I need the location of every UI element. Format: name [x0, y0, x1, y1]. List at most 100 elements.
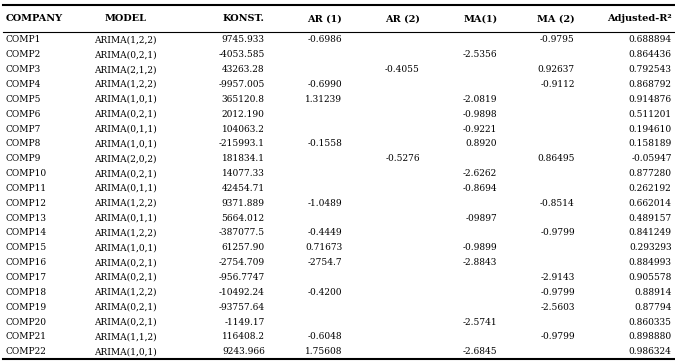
Text: 0.194610: 0.194610	[628, 125, 672, 134]
Text: 0.87794: 0.87794	[634, 303, 672, 312]
Text: -0.4055: -0.4055	[385, 65, 420, 74]
Text: 9243.966: 9243.966	[222, 347, 265, 356]
Text: 0.688894: 0.688894	[628, 35, 672, 44]
Text: AR (1): AR (1)	[308, 14, 342, 23]
Text: MODEL: MODEL	[105, 14, 146, 23]
Text: -2.6262: -2.6262	[463, 169, 497, 178]
Text: 9745.933: 9745.933	[222, 35, 265, 44]
Text: COMP15: COMP15	[5, 243, 47, 252]
Text: COMP18: COMP18	[5, 288, 47, 297]
Text: COMP7: COMP7	[5, 125, 40, 134]
Text: COMP21: COMP21	[5, 332, 47, 342]
Text: 61257.90: 61257.90	[221, 243, 265, 252]
Text: 0.986324: 0.986324	[628, 347, 672, 356]
Text: 0.86495: 0.86495	[537, 154, 575, 163]
Text: -2.6845: -2.6845	[462, 347, 497, 356]
Text: 0.884993: 0.884993	[628, 258, 672, 267]
Text: -2.9143: -2.9143	[541, 273, 575, 282]
Text: -0.6986: -0.6986	[308, 35, 342, 44]
Text: -0.9112: -0.9112	[540, 80, 575, 89]
Text: -0.4200: -0.4200	[308, 288, 342, 297]
Text: ARIMA(1,2,2): ARIMA(1,2,2)	[95, 199, 157, 208]
Text: ARIMA(0,2,1): ARIMA(0,2,1)	[94, 303, 157, 312]
Text: 0.8920: 0.8920	[466, 139, 497, 148]
Text: 0.868792: 0.868792	[628, 80, 672, 89]
Text: -0.4449: -0.4449	[308, 229, 342, 238]
Text: -0.9898: -0.9898	[462, 110, 497, 119]
Text: 0.914876: 0.914876	[628, 95, 672, 104]
Text: COMP11: COMP11	[5, 184, 47, 193]
Text: COMP14: COMP14	[5, 229, 47, 238]
Text: COMP13: COMP13	[5, 214, 47, 223]
Text: COMP17: COMP17	[5, 273, 47, 282]
Text: -0.9799: -0.9799	[540, 288, 575, 297]
Text: -0.1558: -0.1558	[307, 139, 342, 148]
Text: -2754.7: -2754.7	[308, 258, 342, 267]
Text: -0.6990: -0.6990	[308, 80, 342, 89]
Text: ARIMA(0,2,1): ARIMA(0,2,1)	[94, 50, 157, 59]
Text: 1.31239: 1.31239	[305, 95, 342, 104]
Text: 365120.8: 365120.8	[222, 95, 265, 104]
Text: ARIMA(1,0,1): ARIMA(1,0,1)	[94, 243, 157, 252]
Text: -2.5741: -2.5741	[462, 318, 497, 327]
Text: COMP12: COMP12	[5, 199, 47, 208]
Text: 2012.190: 2012.190	[222, 110, 265, 119]
Text: COMP10: COMP10	[5, 169, 47, 178]
Text: ARIMA(0,2,1): ARIMA(0,2,1)	[94, 258, 157, 267]
Text: 0.864436: 0.864436	[628, 50, 672, 59]
Text: COMP22: COMP22	[5, 347, 47, 356]
Text: -0.6048: -0.6048	[308, 332, 342, 342]
Text: -2754.709: -2754.709	[219, 258, 265, 267]
Text: COMP3: COMP3	[5, 65, 40, 74]
Text: 43263.28: 43263.28	[222, 65, 265, 74]
Text: ARIMA(1,2,2): ARIMA(1,2,2)	[95, 288, 157, 297]
Text: 1.75608: 1.75608	[305, 347, 342, 356]
Text: AR (2): AR (2)	[385, 14, 420, 23]
Text: ARIMA(0,2,1): ARIMA(0,2,1)	[94, 110, 157, 119]
Text: 0.489157: 0.489157	[628, 214, 672, 223]
Text: -1149.17: -1149.17	[224, 318, 265, 327]
Text: KONST.: KONST.	[223, 14, 265, 23]
Text: -0.8514: -0.8514	[540, 199, 575, 208]
Text: ARIMA(0,1,1): ARIMA(0,1,1)	[94, 125, 157, 134]
Text: COMP16: COMP16	[5, 258, 47, 267]
Text: 0.792543: 0.792543	[628, 65, 672, 74]
Text: ARIMA(1,2,2): ARIMA(1,2,2)	[95, 229, 157, 238]
Text: 0.877280: 0.877280	[628, 169, 672, 178]
Text: -0.5276: -0.5276	[385, 154, 420, 163]
Text: -1.0489: -1.0489	[308, 199, 342, 208]
Text: 0.898880: 0.898880	[628, 332, 672, 342]
Text: MA (2): MA (2)	[537, 14, 575, 23]
Text: 0.511201: 0.511201	[628, 110, 672, 119]
Text: COMP8: COMP8	[5, 139, 40, 148]
Text: ARIMA(0,2,1): ARIMA(0,2,1)	[94, 273, 157, 282]
Text: -0.9221: -0.9221	[463, 125, 497, 134]
Text: -0.9795: -0.9795	[540, 35, 575, 44]
Text: COMP4: COMP4	[5, 80, 40, 89]
Text: 14077.33: 14077.33	[222, 169, 265, 178]
Text: COMP19: COMP19	[5, 303, 47, 312]
Text: ARIMA(1,0,1): ARIMA(1,0,1)	[94, 139, 157, 148]
Text: ARIMA(0,2,1): ARIMA(0,2,1)	[94, 318, 157, 327]
Text: 116408.2: 116408.2	[222, 332, 265, 342]
Text: ARIMA(0,2,1): ARIMA(0,2,1)	[94, 169, 157, 178]
Text: 0.860335: 0.860335	[628, 318, 672, 327]
Text: -387077.5: -387077.5	[219, 229, 265, 238]
Text: 0.158189: 0.158189	[628, 139, 672, 148]
Text: 0.662014: 0.662014	[628, 199, 672, 208]
Text: COMP20: COMP20	[5, 318, 47, 327]
Text: -0.8694: -0.8694	[462, 184, 497, 193]
Text: -2.8843: -2.8843	[463, 258, 497, 267]
Text: ARIMA(0,1,1): ARIMA(0,1,1)	[94, 214, 157, 223]
Text: ARIMA(1,2,2): ARIMA(1,2,2)	[95, 80, 157, 89]
Text: COMP6: COMP6	[5, 110, 40, 119]
Text: COMP1: COMP1	[5, 35, 40, 44]
Text: -4053.585: -4053.585	[219, 50, 265, 59]
Text: -2.0819: -2.0819	[463, 95, 497, 104]
Text: ARIMA(1,0,1): ARIMA(1,0,1)	[94, 95, 157, 104]
Text: -2.5603: -2.5603	[540, 303, 575, 312]
Text: ARIMA(0,1,1): ARIMA(0,1,1)	[94, 184, 157, 193]
Text: -93757.64: -93757.64	[219, 303, 265, 312]
Text: -0.9799: -0.9799	[540, 332, 575, 342]
Text: -956.7747: -956.7747	[219, 273, 265, 282]
